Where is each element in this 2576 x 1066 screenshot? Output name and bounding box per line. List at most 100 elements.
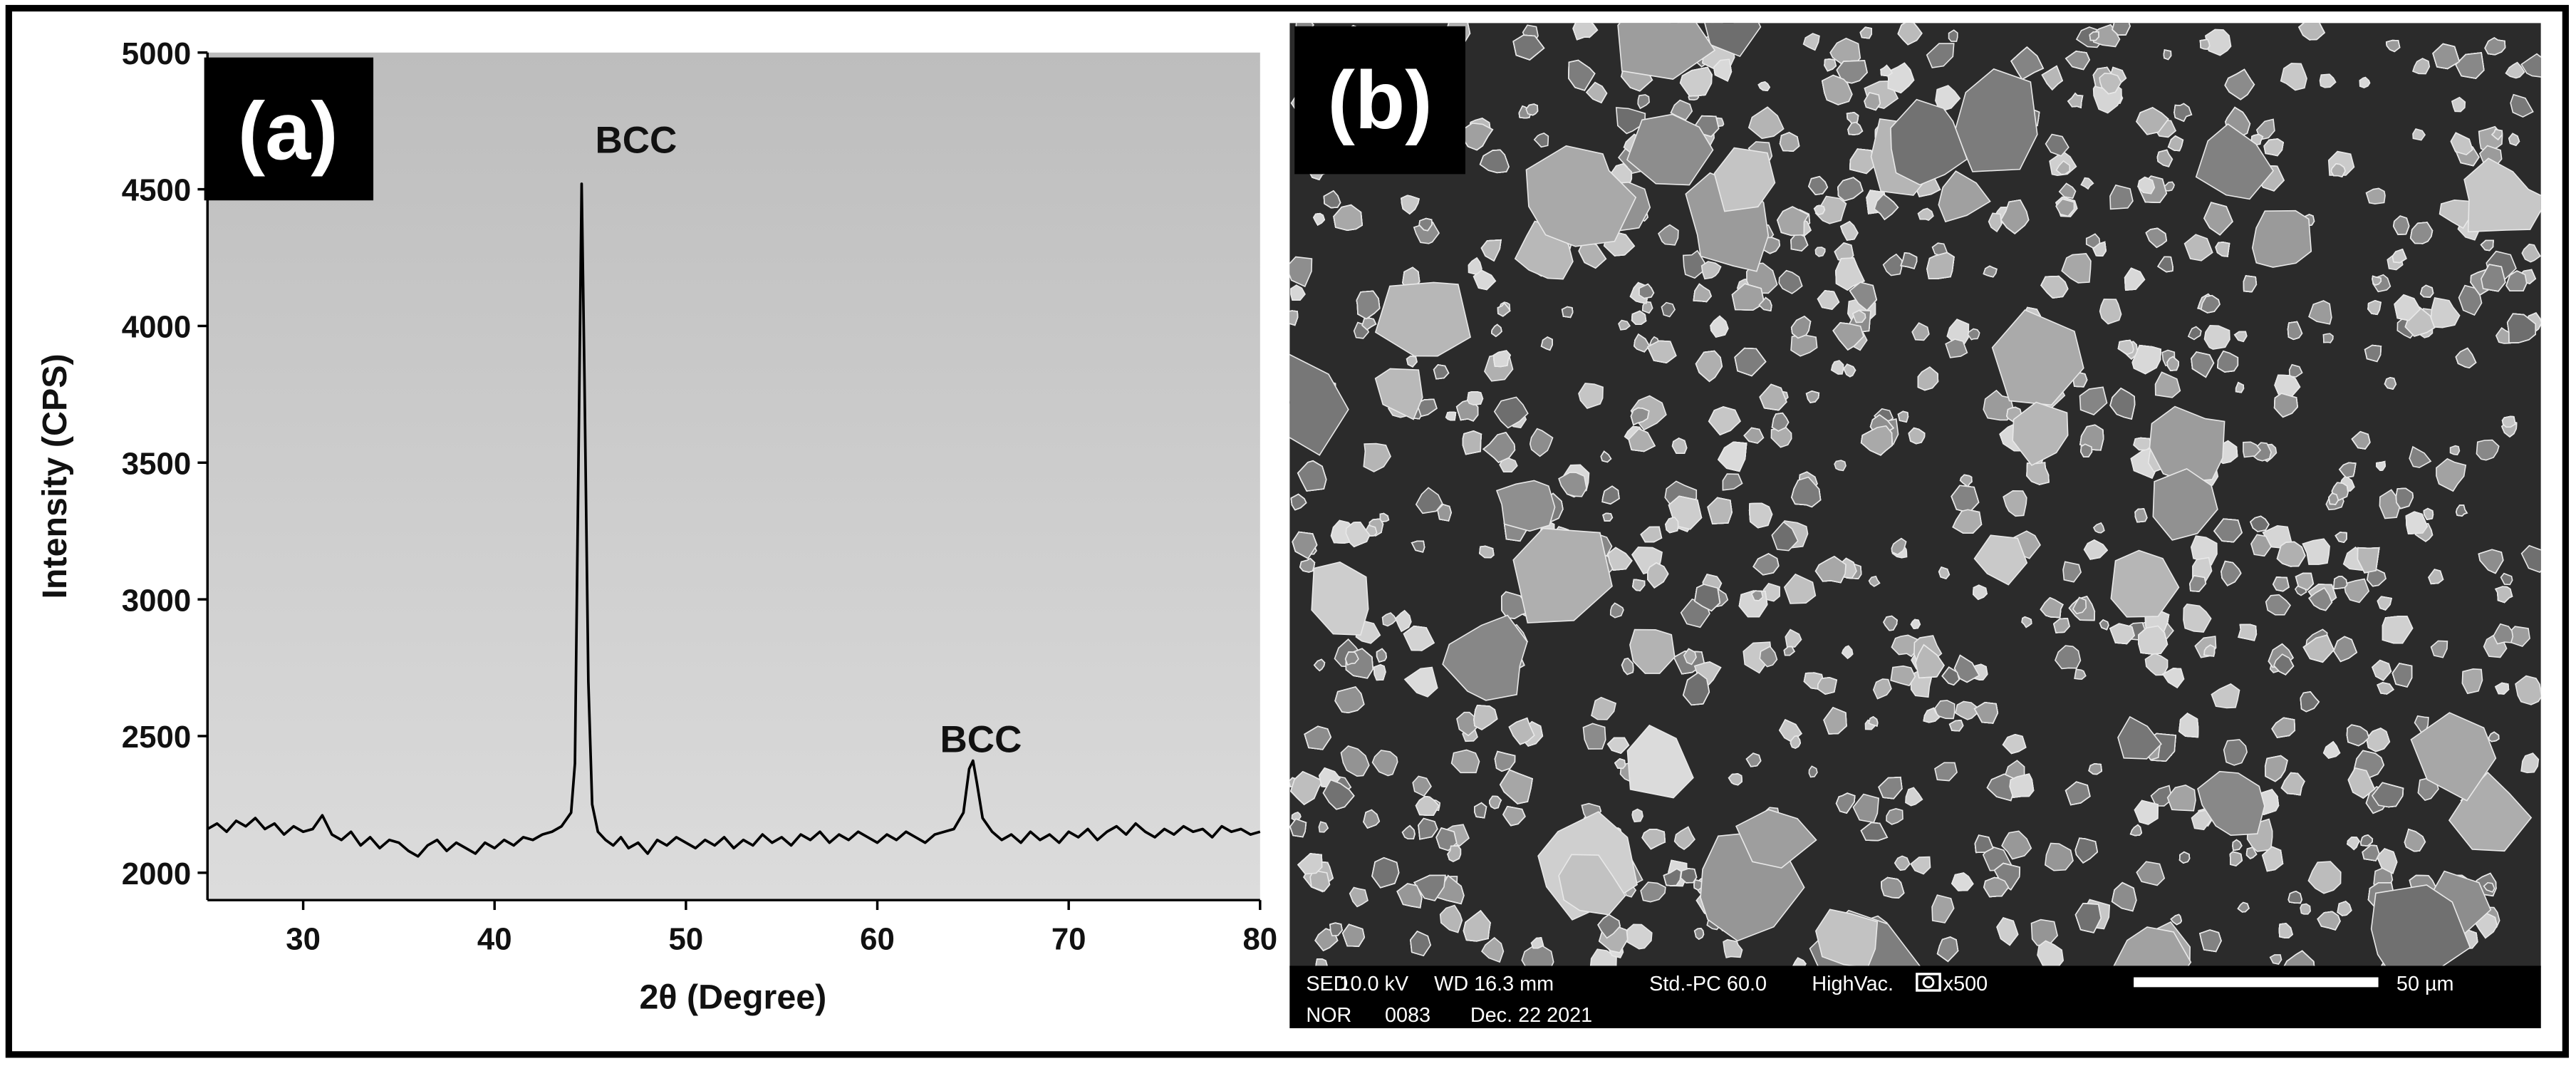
grain [1874,193,1899,221]
grain [2237,901,2250,913]
grain [1497,302,1511,317]
grain [1802,33,1820,51]
grain [2338,462,2357,478]
grain [2450,132,2473,156]
grain [2272,576,2290,592]
grain [2232,839,2243,852]
x-tick-label: 30 [286,921,321,956]
grain [1290,770,1324,806]
grain [1499,769,1533,804]
grain [2295,572,2315,591]
grain [1792,957,1807,968]
grain [2377,682,2394,695]
camera-icon [1916,973,1941,992]
info-text: NOR [1306,1004,1351,1027]
grain [1289,256,1313,288]
grain [2250,133,2264,145]
grain [2079,386,2108,415]
grain [2382,616,2414,644]
grain [2183,234,2213,262]
grain [1403,666,1438,698]
grain [2137,176,2156,195]
grain [1778,269,1803,294]
grain [2505,61,2525,79]
grain [1910,856,1931,875]
grain [2052,618,2070,633]
grain [1722,473,1743,491]
grain [2178,713,2199,738]
grain [1935,85,1961,113]
grain [1479,545,1495,559]
grain [1931,894,1955,923]
grain [1917,207,1934,222]
grain [1322,779,1355,810]
annotation: BCC [940,719,1022,761]
grain [1614,758,1626,770]
grain [2384,377,2397,390]
grain [1886,807,1904,825]
grain [1640,526,1663,543]
x-axis-label: 2θ (Degree) [639,978,826,1016]
grain [1743,427,1765,444]
grain [2110,549,2180,618]
grain [2166,784,2196,812]
grain [2041,65,2064,91]
grain [1631,310,1647,326]
grain [1750,590,1764,601]
grain [1693,928,1705,941]
grain [1868,715,1879,727]
grain [2391,248,2407,264]
grain [2166,356,2179,371]
grain [2099,299,2122,325]
grain [2009,773,2035,799]
grain [1646,340,1677,364]
grain [2330,162,2346,177]
grain [1945,338,1968,358]
grain [2199,929,2222,953]
grain [1783,573,1817,604]
grain [1882,253,1903,276]
grain [1373,663,1386,681]
grain [1311,561,1369,636]
grain [1415,795,1440,817]
grain [1631,579,1646,591]
grain [2229,851,2243,866]
grain [1785,628,1802,648]
grain [2045,133,2069,157]
grain [2362,844,2380,861]
grain [1661,301,1676,318]
grain [2117,339,2134,356]
grain [2288,363,2303,378]
grain [1993,862,2020,891]
grain [1758,296,1772,312]
grain [1607,547,1633,571]
grain [2360,834,2374,847]
grain [1777,206,1809,237]
grain [2269,954,2282,965]
grain [1492,350,1512,368]
grain [1533,133,1549,148]
grain [1597,914,1621,939]
grain [1868,575,1881,587]
grain [2494,682,2510,695]
grain [1900,252,1918,269]
grain [1578,239,1607,269]
grain [2273,393,2299,418]
grain [1734,347,1767,377]
grain [2083,539,2109,560]
info-text: HighVac. [1812,973,1894,995]
grain [1897,23,1923,46]
grain [1891,537,1907,556]
y-tick-label: 2000 [122,857,191,891]
grain [1860,822,1889,842]
grain [1609,602,1624,619]
grain [1832,322,1864,351]
grain [1530,937,1544,949]
grain [1406,355,1418,368]
grain [2134,508,2148,523]
grain [2484,37,2506,56]
grain [1482,432,1516,463]
grain [1911,322,1930,341]
grain [1450,749,1480,774]
grain [2278,923,2293,939]
